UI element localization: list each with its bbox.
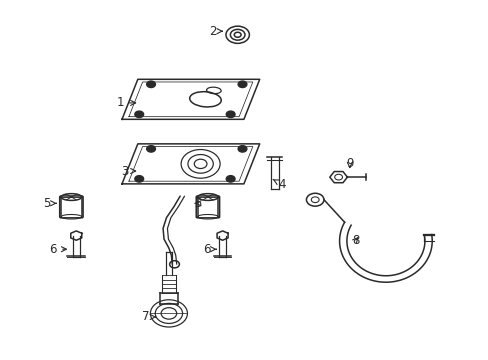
Text: 5: 5 (43, 197, 56, 210)
Circle shape (135, 111, 143, 118)
Circle shape (146, 146, 155, 152)
Text: 2: 2 (209, 25, 222, 38)
Text: 9: 9 (346, 157, 353, 170)
Circle shape (135, 176, 143, 182)
Circle shape (238, 81, 246, 87)
Text: 4: 4 (272, 178, 285, 191)
Text: 8: 8 (351, 234, 359, 247)
Circle shape (226, 176, 235, 182)
Text: 6: 6 (203, 243, 216, 256)
Circle shape (146, 81, 155, 87)
Text: 3: 3 (121, 165, 135, 177)
Text: 5: 5 (194, 197, 202, 210)
Text: 7: 7 (142, 310, 155, 324)
Text: 1: 1 (116, 96, 135, 109)
Text: 6: 6 (49, 243, 66, 256)
Circle shape (226, 111, 235, 118)
Circle shape (238, 146, 246, 152)
